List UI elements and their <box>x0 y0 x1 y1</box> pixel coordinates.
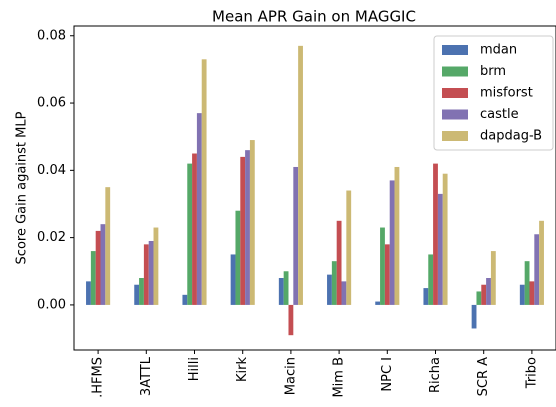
legend-box <box>433 35 554 151</box>
bar <box>288 304 294 336</box>
bar <box>139 278 144 305</box>
bar <box>90 251 96 305</box>
x-tick-label: .HFMS <box>91 357 106 398</box>
legend-label: misforst <box>480 86 533 101</box>
y-axis-label: Score Gain against MLP <box>15 111 30 264</box>
bar <box>192 153 197 305</box>
bar <box>95 230 101 305</box>
bar <box>433 163 438 305</box>
bar <box>394 166 400 305</box>
bar <box>230 254 236 305</box>
bar <box>442 173 448 305</box>
bar <box>187 163 193 305</box>
bar <box>148 240 154 305</box>
x-tick-label: Macin <box>283 357 298 395</box>
bar <box>490 251 496 305</box>
bar <box>293 166 299 305</box>
legend-label: brm <box>480 64 506 79</box>
legend-swatch <box>442 45 468 55</box>
bar <box>196 113 202 305</box>
bar <box>153 227 159 305</box>
bar <box>86 281 91 305</box>
bar <box>539 220 544 305</box>
y-tick-label: 0.00 <box>37 297 66 312</box>
bar <box>519 284 525 305</box>
bar <box>327 274 332 305</box>
bar <box>437 193 443 305</box>
y-tick-label: 0.04 <box>37 163 66 178</box>
y-tick-label: 0.08 <box>37 28 66 43</box>
legend-label: dapdag-B <box>480 129 542 144</box>
bar <box>283 271 289 305</box>
y-tick-label: 0.06 <box>37 96 66 111</box>
x-tick-label: SCR A <box>476 357 491 396</box>
legend-label: mdan <box>480 43 517 58</box>
x-tick-label: Hilli <box>187 357 202 381</box>
legend-label: castle <box>480 107 519 122</box>
x-tick-label: Tribo <box>524 357 539 389</box>
bar <box>105 187 111 305</box>
axes-frame <box>73 25 556 351</box>
bar <box>375 301 381 305</box>
bar <box>428 254 434 305</box>
legend-swatch <box>442 131 468 141</box>
bar <box>201 59 207 305</box>
bar <box>134 284 140 305</box>
legend-swatch <box>442 88 468 98</box>
legend-swatch <box>442 66 468 77</box>
bar <box>240 156 246 305</box>
x-tick-label: Kirk <box>235 357 250 382</box>
bar <box>481 284 487 305</box>
bar <box>182 294 188 305</box>
bar <box>471 304 477 329</box>
bar <box>245 150 250 305</box>
x-tick-label: Richa <box>428 357 443 393</box>
bar <box>529 281 535 305</box>
bar <box>341 281 347 305</box>
legend-swatch <box>442 109 468 120</box>
bar <box>389 180 395 305</box>
bar <box>249 140 255 305</box>
chart-title: Mean APR Gain on MAGGIC <box>212 8 416 26</box>
bar <box>423 288 429 305</box>
y-tick-label: 0.02 <box>37 230 66 245</box>
x-tick-label: NPC I <box>380 357 395 392</box>
bar <box>534 234 540 305</box>
bar <box>331 261 337 305</box>
bar <box>524 261 530 305</box>
bar <box>380 227 385 305</box>
bar <box>346 190 352 305</box>
bar <box>298 45 303 305</box>
bar <box>476 291 482 305</box>
bar <box>486 278 491 305</box>
x-tick-label: Mim B <box>332 357 347 398</box>
bar <box>278 278 284 305</box>
bar <box>336 220 342 305</box>
bar <box>100 224 106 305</box>
bar <box>384 244 390 305</box>
bar <box>235 210 241 305</box>
x-tick-label: 3ATTL <box>139 356 154 396</box>
bar <box>143 244 149 305</box>
